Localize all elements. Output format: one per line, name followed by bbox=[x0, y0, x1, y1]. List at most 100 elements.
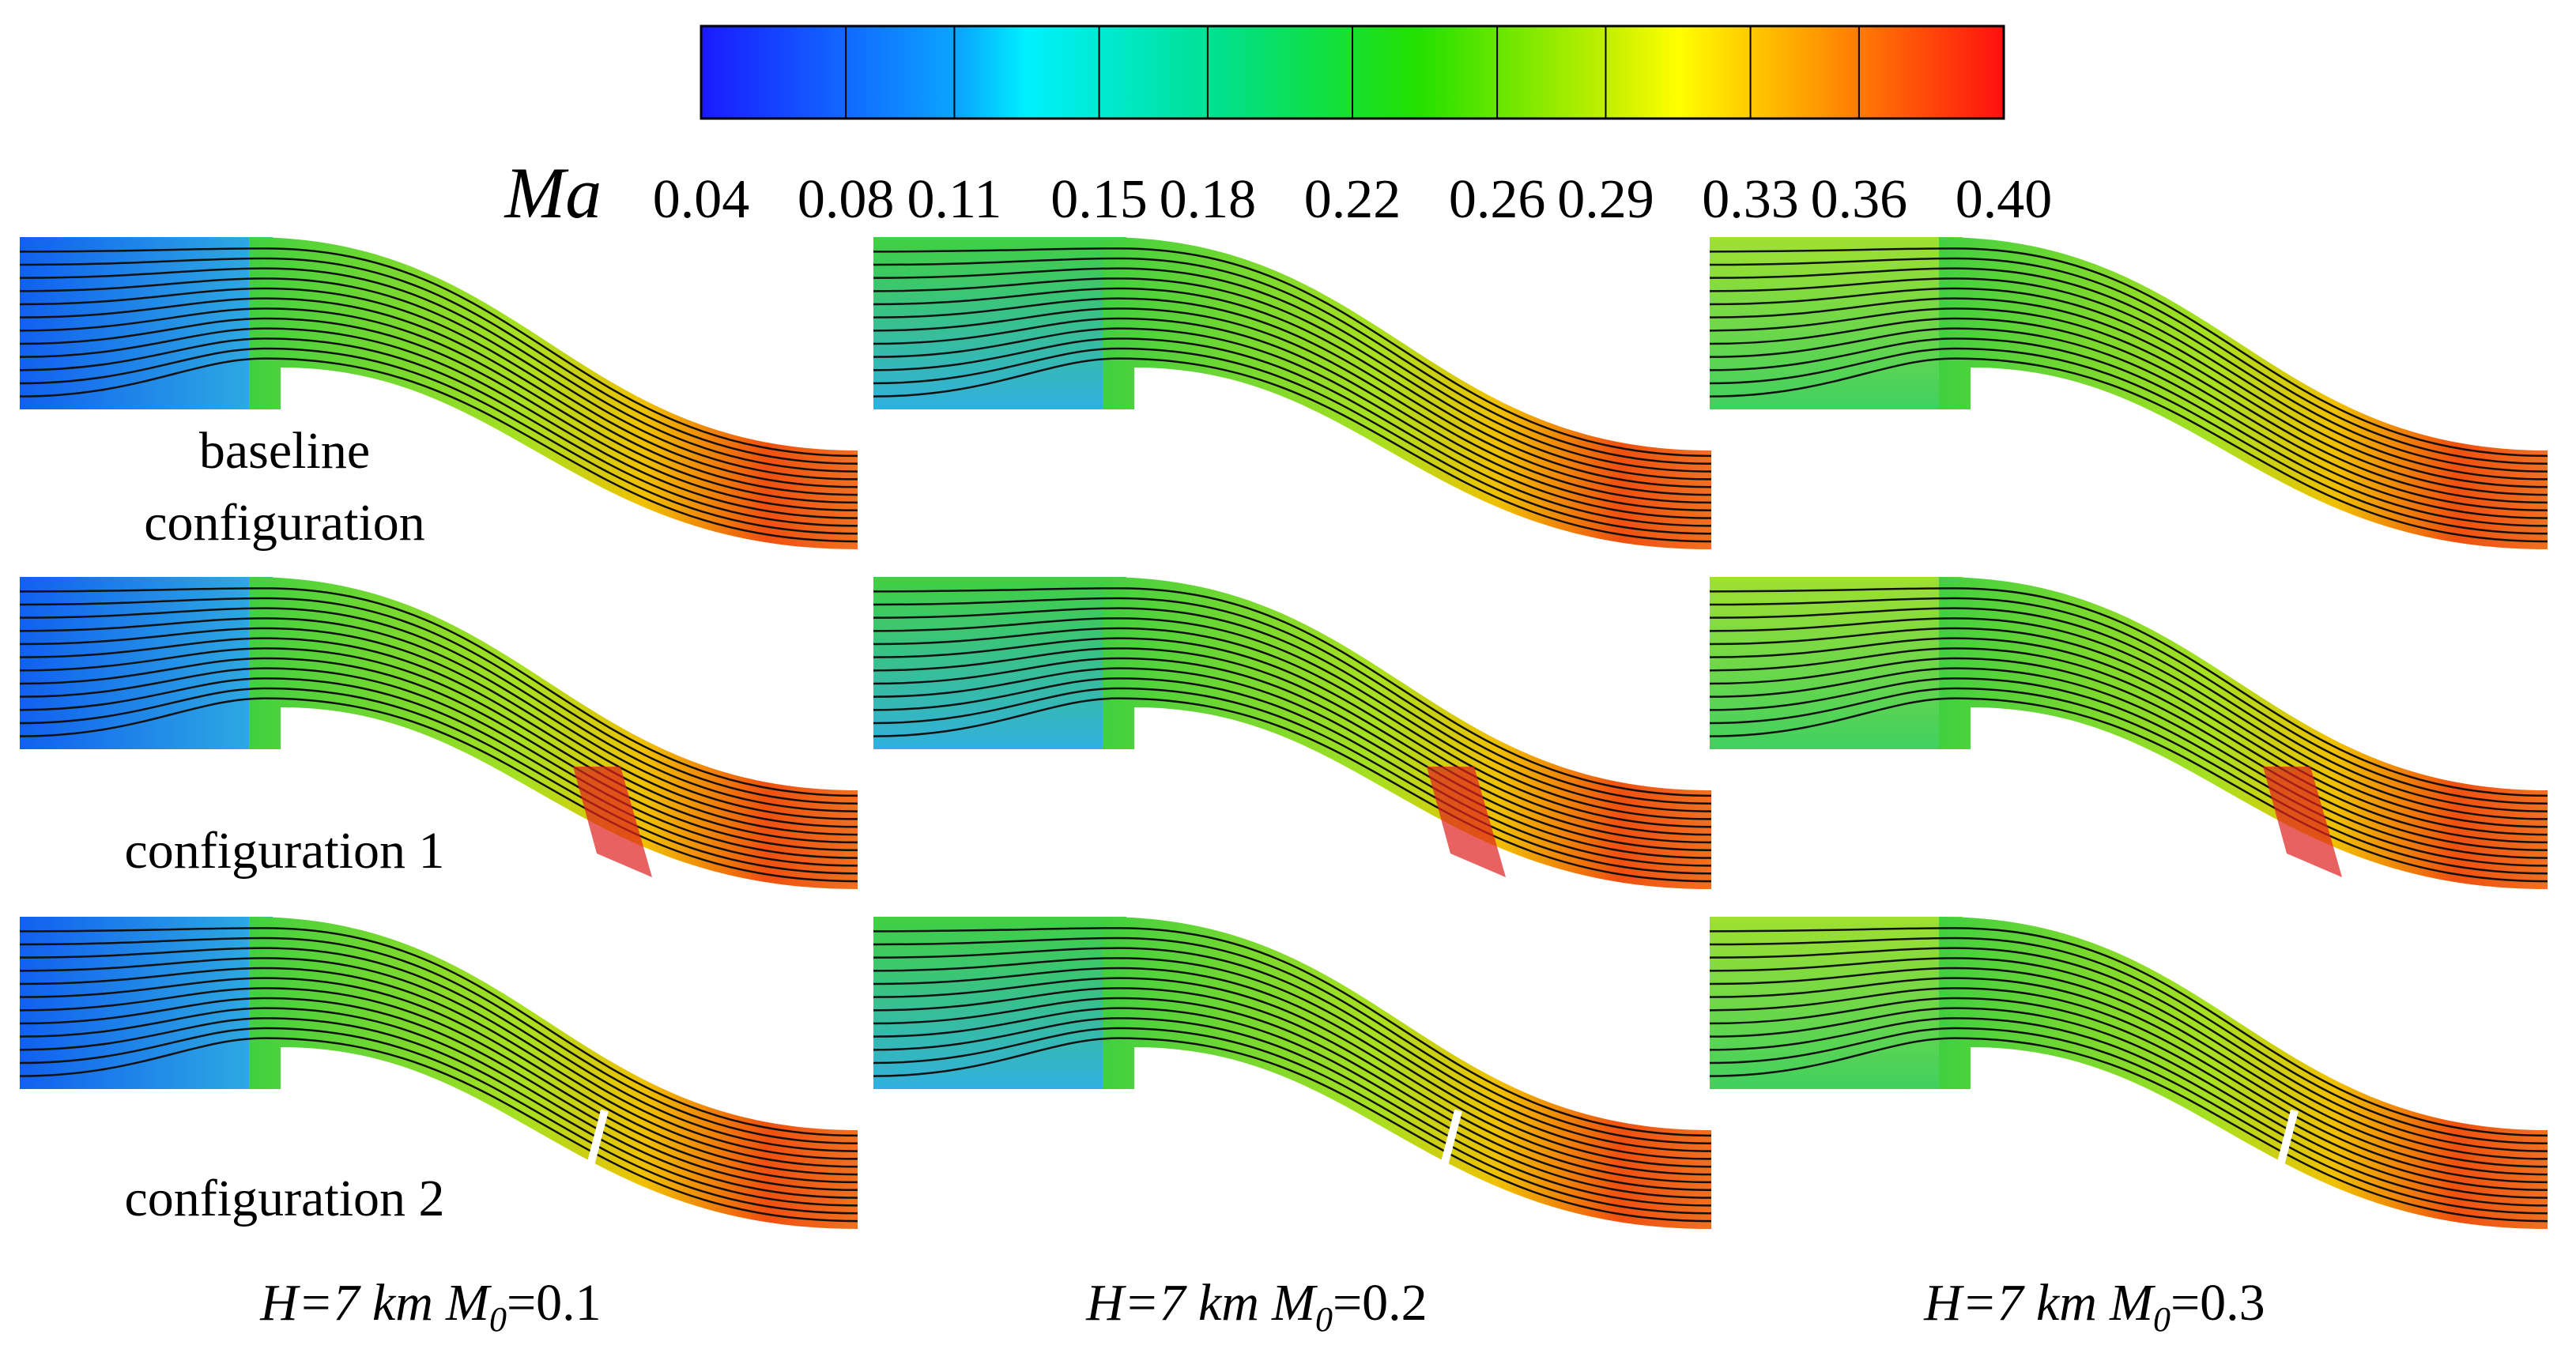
streamline bbox=[19, 647, 858, 844]
row-label: configuration bbox=[144, 494, 425, 552]
flow-panel bbox=[873, 577, 1712, 889]
streamline bbox=[1709, 257, 2548, 465]
streamline bbox=[1709, 327, 2548, 519]
streamline bbox=[873, 297, 1712, 496]
streamline bbox=[19, 987, 858, 1184]
streamline bbox=[1709, 947, 2548, 1152]
streamline bbox=[873, 267, 1712, 473]
streamline bbox=[873, 1037, 1712, 1223]
streamline bbox=[873, 307, 1712, 504]
streamline bbox=[1709, 927, 2548, 1137]
mach-subscript: 0 bbox=[1315, 1300, 1333, 1339]
flow-panel bbox=[873, 237, 1712, 549]
mach-symbol: M bbox=[445, 1274, 492, 1332]
streamline bbox=[19, 977, 858, 1176]
mach-symbol: M bbox=[1271, 1274, 1318, 1332]
mach-subscript: 0 bbox=[489, 1300, 507, 1339]
duct-region bbox=[1939, 917, 2548, 1229]
streamline bbox=[1709, 587, 2548, 797]
streamline bbox=[19, 617, 858, 820]
streamline bbox=[1709, 657, 2548, 851]
streamline bbox=[19, 597, 858, 805]
colorbar-tick-label: 0.15 bbox=[1050, 169, 1148, 230]
streamline bbox=[873, 257, 1712, 465]
streamline bbox=[19, 927, 858, 1137]
streamline bbox=[1709, 287, 2548, 488]
streamline bbox=[873, 327, 1712, 519]
streamline bbox=[19, 627, 858, 828]
streamline bbox=[1709, 337, 2548, 527]
colorbar-tick-label: 0.40 bbox=[1956, 169, 2053, 230]
streamline bbox=[873, 977, 1712, 1176]
streamline bbox=[1709, 307, 2548, 504]
streamline bbox=[19, 1037, 858, 1223]
row-label: configuration 2 bbox=[124, 1170, 444, 1227]
flow-panel bbox=[1709, 237, 2548, 549]
streamline bbox=[1709, 667, 2548, 859]
flow-panel bbox=[19, 917, 858, 1229]
streamline bbox=[873, 957, 1712, 1160]
duct-region bbox=[249, 577, 858, 889]
high-speed-patch bbox=[2263, 767, 2342, 877]
streamline bbox=[873, 677, 1712, 867]
flow-panel bbox=[1709, 577, 2548, 889]
streamline bbox=[873, 597, 1712, 805]
colorbar-label: Ma bbox=[504, 153, 602, 233]
streamline bbox=[19, 697, 858, 883]
streamline bbox=[873, 667, 1712, 859]
colorbar-tick-label: 0.36 bbox=[1811, 169, 1908, 230]
flow-panel bbox=[1709, 917, 2548, 1229]
streamline bbox=[1709, 267, 2548, 473]
streamline bbox=[873, 247, 1712, 458]
streamline bbox=[1709, 697, 2548, 883]
streamline bbox=[19, 337, 858, 527]
streamline bbox=[19, 677, 858, 867]
streamline bbox=[19, 317, 858, 511]
colorbar-tick-label: 0.26 bbox=[1449, 169, 1546, 230]
streamline bbox=[873, 687, 1712, 875]
altitude: H=7 km bbox=[259, 1274, 433, 1332]
column-label: H=7 km M0=0.1 bbox=[259, 1274, 601, 1339]
altitude: H=7 km bbox=[1923, 1274, 2097, 1332]
streamline bbox=[873, 1027, 1712, 1215]
streamline bbox=[873, 317, 1712, 511]
streamline bbox=[1709, 297, 2548, 496]
streamline bbox=[873, 287, 1712, 488]
streamline bbox=[1709, 987, 2548, 1184]
streamline bbox=[19, 947, 858, 1152]
streamline bbox=[873, 347, 1712, 535]
streamline bbox=[1709, 617, 2548, 820]
mach-value: =0.3 bbox=[2171, 1274, 2265, 1332]
colorbar-tick-label: 0.29 bbox=[1557, 169, 1654, 230]
duct-region bbox=[249, 237, 858, 549]
streamline bbox=[1709, 607, 2548, 812]
streamline bbox=[19, 307, 858, 504]
streamline bbox=[19, 607, 858, 812]
streamline bbox=[873, 607, 1712, 812]
streamline bbox=[1709, 647, 2548, 844]
mach-value: =0.2 bbox=[1333, 1274, 1428, 1332]
row-label: baseline bbox=[199, 422, 370, 480]
streamline bbox=[1709, 637, 2548, 836]
streamline bbox=[1709, 357, 2548, 543]
streamline bbox=[1709, 687, 2548, 875]
streamline bbox=[19, 967, 858, 1168]
streamline bbox=[19, 687, 858, 875]
streamline bbox=[873, 697, 1712, 883]
streamline bbox=[1709, 1007, 2548, 1199]
streamline bbox=[19, 667, 858, 859]
streamline bbox=[873, 987, 1712, 1184]
streamline bbox=[1709, 277, 2548, 481]
streamline bbox=[19, 257, 858, 465]
streamline bbox=[1709, 677, 2548, 867]
streamline bbox=[19, 357, 858, 543]
duct-region bbox=[1103, 577, 1711, 889]
flow-panel bbox=[873, 917, 1712, 1229]
streamline bbox=[19, 287, 858, 488]
row-label: configuration 1 bbox=[124, 822, 444, 880]
streamline bbox=[873, 657, 1712, 851]
streamline bbox=[19, 347, 858, 535]
streamline bbox=[1709, 977, 2548, 1176]
streamline bbox=[873, 997, 1712, 1191]
